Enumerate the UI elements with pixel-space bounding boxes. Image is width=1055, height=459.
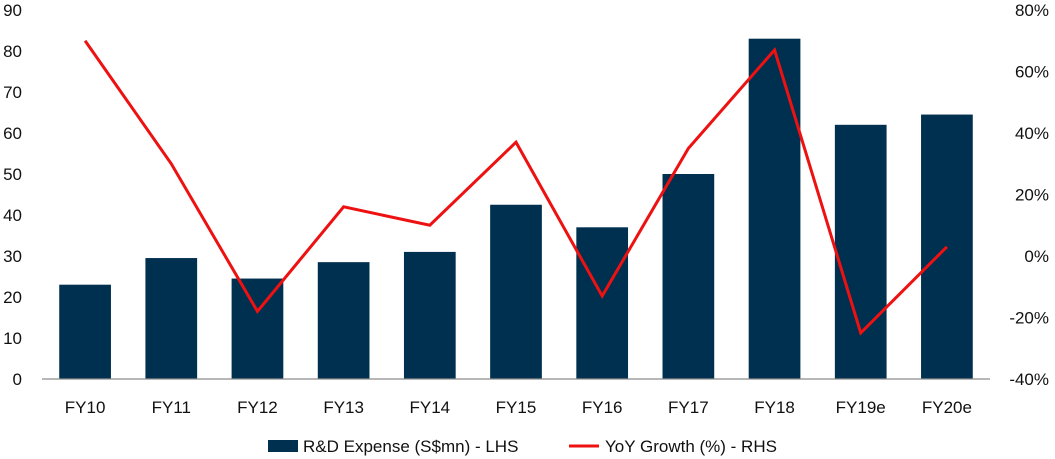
bar-fy10: [59, 284, 111, 379]
bar-fy16: [576, 227, 629, 379]
right-tick-label: -40%: [1009, 370, 1049, 389]
x-tick-label: FY12: [237, 398, 278, 417]
left-tick-label: 20: [3, 288, 22, 307]
bar-fy11: [145, 258, 198, 379]
legend: R&D Expense (S$mn) - LHS YoY Growth (%) …: [268, 437, 777, 456]
bar-fy18: [748, 38, 801, 379]
left-tick-label: 70: [3, 83, 22, 102]
x-tick-label: FY18: [754, 398, 795, 417]
left-tick-label: 50: [3, 165, 22, 184]
left-tick-label: 60: [3, 124, 22, 143]
legend-line-label: YoY Growth (%) - RHS: [605, 437, 777, 456]
left-tick-label: 10: [3, 329, 22, 348]
legend-bar-swatch: [268, 440, 298, 452]
left-tick-label: 90: [3, 1, 22, 20]
bar-fy17: [662, 174, 715, 379]
bar-series: [59, 38, 973, 380]
line-series: [83, 39, 948, 336]
bar-fy12: [231, 278, 284, 379]
legend-bar-label: R&D Expense (S$mn) - LHS: [303, 437, 518, 456]
left-tick-label: 80: [3, 42, 22, 61]
bar-fy15: [490, 204, 542, 379]
right-tick-label: 80%: [1015, 1, 1049, 20]
x-tick-label: FY16: [582, 398, 623, 417]
right-tick-label: -20%: [1009, 309, 1049, 328]
x-tick-label: FY11: [152, 398, 191, 417]
x-tick-label: FY10: [65, 398, 106, 417]
x-tick-label: FY13: [323, 398, 364, 417]
left-tick-label: 30: [3, 247, 22, 266]
right-tick-label: 60%: [1015, 63, 1049, 82]
right-axis: -40% -20% 0% 20% 40% 60% 80%: [1009, 1, 1049, 389]
x-tick-label: FY19e: [836, 398, 886, 417]
left-axis: 0 10 20 30 40 50 60 70 80 90: [3, 1, 22, 389]
right-tick-label: 0%: [1024, 247, 1049, 266]
left-tick-label: 0: [13, 370, 22, 389]
x-tick-label: FY20e: [922, 398, 972, 417]
bar-fy14: [403, 251, 456, 379]
x-axis: FY10 FY11 FY12 FY13 FY14 FY15 FY16 FY17 FY18 FY19…: [65, 398, 972, 417]
x-tick-label: FY15: [496, 398, 537, 417]
x-tick-label: FY14: [409, 398, 450, 417]
x-tick-label: FY17: [668, 398, 709, 417]
bar-fy19e: [834, 124, 887, 379]
right-tick-label: 20%: [1015, 186, 1049, 205]
left-tick-label: 40: [3, 206, 22, 225]
right-tick-label: 40%: [1015, 124, 1049, 143]
bar-fy13: [317, 262, 370, 379]
